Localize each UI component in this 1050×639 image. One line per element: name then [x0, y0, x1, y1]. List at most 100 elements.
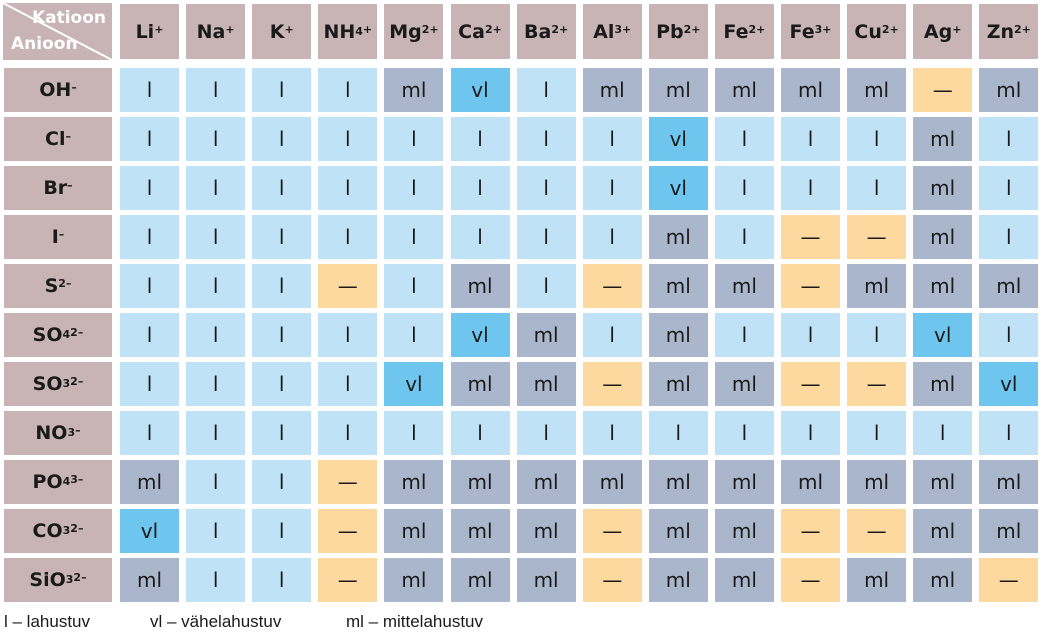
solubility-cell: — [781, 362, 840, 406]
solubility-cell: ml [847, 460, 907, 504]
anion-header: PO 4 3– [4, 460, 112, 504]
solubility-cell: ml [979, 264, 1039, 308]
solubility-cell: ml [714, 264, 774, 308]
solubility-cell: — [582, 264, 642, 308]
solubility-cell: — [582, 509, 642, 553]
solubility-cell: ml [714, 558, 774, 602]
solubility-cell: l [120, 411, 179, 455]
solubility-cell: ml [913, 362, 973, 406]
solubility-cell: — [781, 509, 840, 553]
solubility-cell: ml [648, 558, 708, 602]
solubility-cell: — [318, 264, 378, 308]
solubility-cell: l [384, 264, 444, 308]
solubility-cell: l [516, 215, 576, 259]
solubility-cell: l [714, 215, 774, 259]
solubility-cell: ml [384, 509, 444, 553]
solubility-cell: ml [450, 558, 510, 602]
cation-header: Ba 2+ [516, 4, 576, 59]
solubility-cell: l [913, 411, 973, 455]
solubility-cell: l [450, 166, 510, 210]
solubility-cell: l [979, 166, 1039, 210]
solubility-cell: ml [516, 558, 576, 602]
solubility-cell: l [979, 117, 1039, 161]
solubility-cell: ml [714, 362, 774, 406]
solubility-cell: ml [847, 68, 907, 112]
legend-item-ml: ml – mittelahustuv [346, 612, 483, 631]
solubility-cell: l [252, 509, 312, 553]
solubility-cell: l [318, 215, 378, 259]
solubility-cell: ml [648, 264, 708, 308]
solubility-cell: vl [648, 117, 708, 161]
solubility-cell: l [186, 313, 246, 357]
cation-header: Fe 2+ [714, 4, 774, 59]
solubility-cell: l [252, 117, 312, 161]
solubility-cell: l [318, 313, 378, 357]
solubility-cell: ml [450, 264, 510, 308]
anion-header: SO 3 2– [4, 362, 112, 406]
solubility-cell: ml [384, 558, 444, 602]
solubility-cell: l [979, 215, 1039, 259]
solubility-cell: l [252, 460, 312, 504]
solubility-cell: vl [120, 509, 179, 553]
anion-header: OH – [4, 68, 112, 112]
solubility-cell: ml [516, 460, 576, 504]
solubility-cell: l [516, 166, 576, 210]
anion-header: I – [4, 215, 112, 259]
solubility-cell: — [318, 460, 378, 504]
solubility-cell: l [582, 411, 642, 455]
solubility-cell: ml [648, 509, 708, 553]
solubility-cell: l [186, 411, 246, 455]
cation-header: Na + [186, 4, 246, 59]
solubility-cell: l [186, 166, 246, 210]
solubility-cell: ml [648, 460, 708, 504]
solubility-cell: ml [913, 166, 973, 210]
solubility-cell: ml [120, 558, 179, 602]
solubility-cell: — [781, 264, 840, 308]
solubility-cell: l [252, 264, 312, 308]
solubility-cell: l [582, 117, 642, 161]
solubility-cell: ml [648, 215, 708, 259]
solubility-cell: ml [979, 509, 1039, 553]
solubility-cell: ml [450, 509, 510, 553]
solubility-cell: l [120, 166, 179, 210]
solubility-cell: vl [979, 362, 1039, 406]
solubility-cell: vl [384, 362, 444, 406]
solubility-cell: ml [648, 313, 708, 357]
anion-header: SO 4 2– [4, 313, 112, 357]
solubility-cell: l [318, 68, 378, 112]
solubility-cell: l [781, 117, 840, 161]
cation-header: Ca 2+ [450, 4, 510, 59]
solubility-cell: l [847, 166, 907, 210]
solubility-cell: ml [516, 313, 576, 357]
solubility-cell: l [384, 411, 444, 455]
solubility-cell: l [450, 411, 510, 455]
solubility-cell: ml [450, 362, 510, 406]
solubility-cell: l [781, 411, 840, 455]
solubility-cell: l [252, 215, 312, 259]
solubility-cell: l [120, 264, 179, 308]
solubility-cell: ml [847, 264, 907, 308]
solubility-cell: — [847, 362, 907, 406]
solubility-cell: l [714, 166, 774, 210]
solubility-cell: l [384, 117, 444, 161]
solubility-cell: — [582, 558, 642, 602]
solubility-cell: l [252, 166, 312, 210]
solubility-cell: l [648, 411, 708, 455]
anion-header: Br – [4, 166, 112, 210]
anion-header: CO 3 2– [4, 509, 112, 553]
solubility-cell: l [252, 362, 312, 406]
solubility-cell: l [979, 313, 1039, 357]
solubility-cell: l [252, 68, 312, 112]
solubility-cell: — [913, 68, 973, 112]
solubility-cell: l [384, 313, 444, 357]
solubility-cell: ml [648, 68, 708, 112]
solubility-cell: l [252, 558, 312, 602]
corner-diagonal [3, 3, 112, 60]
solubility-cell: ml [648, 362, 708, 406]
table-corner-header: Katioon Anioon [3, 3, 112, 60]
solubility-cell: ml [913, 117, 973, 161]
solubility-cell: l [450, 215, 510, 259]
solubility-cell: l [120, 215, 179, 259]
solubility-cell: ml [714, 509, 774, 553]
anion-axis-label: Anioon [11, 34, 78, 54]
